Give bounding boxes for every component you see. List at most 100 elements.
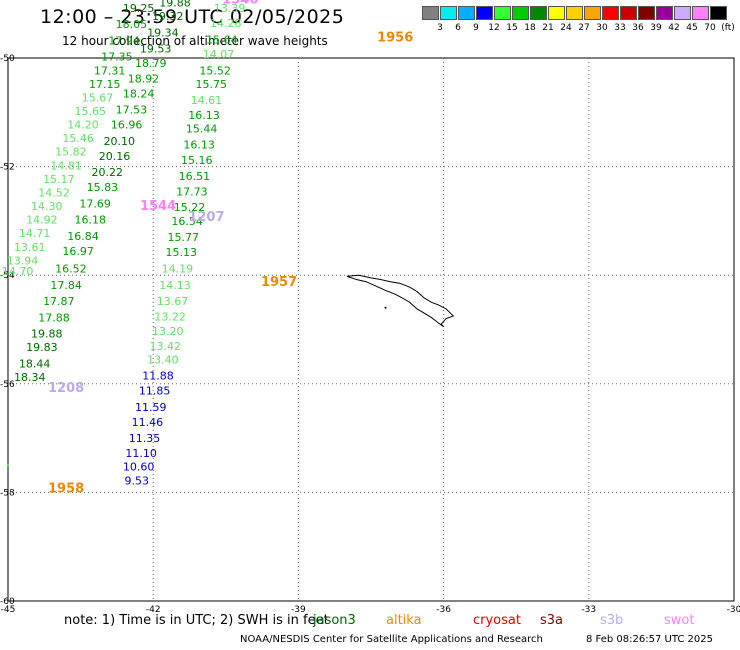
wave-height-value: 11.59 bbox=[135, 401, 167, 414]
wave-height-value: 17.88 bbox=[38, 311, 70, 324]
colorbar-swatch bbox=[458, 6, 475, 20]
wave-height-value: 10.60 bbox=[123, 461, 155, 474]
wave-height-value: 14.19 bbox=[162, 262, 194, 275]
colorbar-swatch bbox=[674, 6, 691, 20]
wave-height-value: 13.22 bbox=[154, 310, 186, 323]
wave-height-value: 15.83 bbox=[87, 181, 119, 194]
colorbar-swatch bbox=[440, 6, 457, 20]
wave-height-value: 16.84 bbox=[67, 230, 99, 243]
wave-height-value: 19.83 bbox=[26, 341, 58, 354]
wave-height-value: 14.20 bbox=[67, 119, 99, 132]
pass-time-label: 1207 bbox=[188, 210, 224, 225]
colorbar-tick: 6 bbox=[455, 23, 461, 33]
lat-tick-label: -56 bbox=[0, 380, 15, 390]
wave-height-value: 15.52 bbox=[199, 64, 231, 77]
wave-height-value: 13.40 bbox=[147, 354, 179, 367]
colorbar-swatch bbox=[512, 6, 529, 20]
coastline bbox=[346, 274, 455, 328]
pass-time-label: 1958 bbox=[48, 481, 84, 496]
wave-height-value: 15.64 bbox=[206, 33, 238, 46]
wave-height-value: 16.96 bbox=[111, 119, 143, 132]
wave-height-value: 14.07 bbox=[203, 48, 235, 61]
wave-height-value: 19.88 bbox=[159, 0, 191, 9]
wave-height-value: 14.71 bbox=[19, 227, 51, 240]
colorbar-swatch bbox=[692, 6, 709, 20]
wave-height-value: 13.20 bbox=[152, 325, 184, 338]
wave-height-value: 15.65 bbox=[75, 105, 107, 118]
wave-height-value: 11.88 bbox=[142, 369, 174, 382]
colorbar-tick: 30 bbox=[596, 23, 608, 33]
wave-height-value: 20.16 bbox=[99, 150, 131, 163]
satellite-legend-altika: altika bbox=[386, 613, 422, 628]
lon-tick-label: -36 bbox=[436, 605, 451, 615]
wave-height-value: 11.10 bbox=[125, 447, 157, 460]
wave-height-value: 16.13 bbox=[183, 139, 215, 152]
lat-tick-label: -54 bbox=[0, 271, 15, 281]
pass-time-label: 1544 bbox=[140, 199, 176, 214]
colorbar-tick: (ft) bbox=[721, 23, 735, 33]
wave-height-value: 14.28 bbox=[210, 17, 242, 30]
colorbar-tick: 33 bbox=[614, 23, 626, 33]
wave-height-value: 17.87 bbox=[43, 295, 75, 308]
colorbar-swatch bbox=[476, 6, 493, 20]
pass-time-label: 1957 bbox=[261, 275, 297, 290]
colorbar-tick: 18 bbox=[524, 23, 536, 33]
satellite-legend-swot: swot bbox=[664, 613, 695, 628]
colorbar-tick: 45 bbox=[686, 23, 698, 33]
wave-height-value: 19.25 bbox=[123, 2, 155, 15]
lon-tick-label: -42 bbox=[146, 605, 161, 615]
lat-tick-label: -58 bbox=[0, 488, 15, 498]
lon-tick-label: -39 bbox=[291, 605, 306, 615]
wave-height-value: 18.44 bbox=[19, 358, 51, 371]
colorbar-tick: 70 bbox=[704, 23, 716, 33]
wave-height-value: 14.61 bbox=[191, 94, 223, 107]
wave-height-value: 13.42 bbox=[150, 340, 182, 353]
pass-time-label: 1208 bbox=[48, 381, 84, 396]
wave-height-value: 11.35 bbox=[129, 432, 161, 445]
wave-height-value: 15.16 bbox=[181, 154, 213, 167]
wave-height-value: 15.13 bbox=[166, 246, 198, 259]
wave-height-value: 14.52 bbox=[38, 186, 70, 199]
map-frame bbox=[7, 57, 735, 602]
wave-height-value: 15.44 bbox=[186, 122, 218, 135]
colorbar-tick: 39 bbox=[650, 23, 662, 33]
lon-tick-label: -33 bbox=[581, 605, 596, 615]
wave-height-value: 14.70 bbox=[2, 265, 34, 278]
wave-height-value: 19.88 bbox=[31, 328, 63, 341]
lon-tick-label: -45 bbox=[1, 605, 16, 615]
satellite-legend-cryosat: cryosat bbox=[473, 613, 521, 628]
wave-height-value: 14.81 bbox=[50, 159, 82, 172]
footer-note: note: 1) Time is in UTC; 2) SWH is in fe… bbox=[64, 613, 329, 628]
island-dot bbox=[384, 306, 387, 309]
wave-height-value: 18.05 bbox=[116, 18, 148, 31]
colorbar-swatch bbox=[566, 6, 583, 20]
wave-height-value: 16.51 bbox=[179, 170, 211, 183]
wave-height-value: 15.75 bbox=[196, 78, 228, 91]
wave-height-value: 19.53 bbox=[140, 43, 172, 56]
wave-height-value: 11.85 bbox=[139, 385, 171, 398]
wave-height-value: 17.53 bbox=[116, 103, 148, 116]
wave-height-value: 13.94 bbox=[7, 254, 39, 267]
colorbar-tick: 36 bbox=[632, 23, 644, 33]
wave-height-value: 17.35 bbox=[101, 51, 133, 64]
colorbar-swatch bbox=[422, 6, 439, 20]
wave-height-value: 17.94 bbox=[108, 34, 140, 47]
wave-height-value: 16.52 bbox=[55, 262, 87, 275]
wave-height-value: 11.46 bbox=[132, 416, 164, 429]
wave-height-value: 17.69 bbox=[79, 197, 111, 210]
wave-height-value: 18.79 bbox=[135, 57, 167, 70]
colorbar-tick: 15 bbox=[506, 23, 518, 33]
wave-height-value: 17.15 bbox=[89, 78, 121, 91]
credit-line: NOAA/NESDIS Center for Satellite Applica… bbox=[240, 634, 543, 645]
lat-tick-label: -52 bbox=[0, 163, 15, 173]
lat-tick-label: -60 bbox=[0, 597, 15, 607]
satellite-legend-s3a: s3a bbox=[540, 613, 564, 628]
wave-height-value: 15.22 bbox=[174, 201, 206, 214]
colorbar-tick: 3 bbox=[437, 23, 443, 33]
colorbar-tick: 27 bbox=[578, 23, 590, 33]
wave-height-value: 16.97 bbox=[62, 245, 94, 258]
wave-height-value: 14.92 bbox=[26, 214, 58, 227]
colorbar-swatch bbox=[656, 6, 673, 20]
wave-height-value: 20.22 bbox=[91, 166, 123, 179]
colorbar-tick: 42 bbox=[668, 23, 680, 33]
